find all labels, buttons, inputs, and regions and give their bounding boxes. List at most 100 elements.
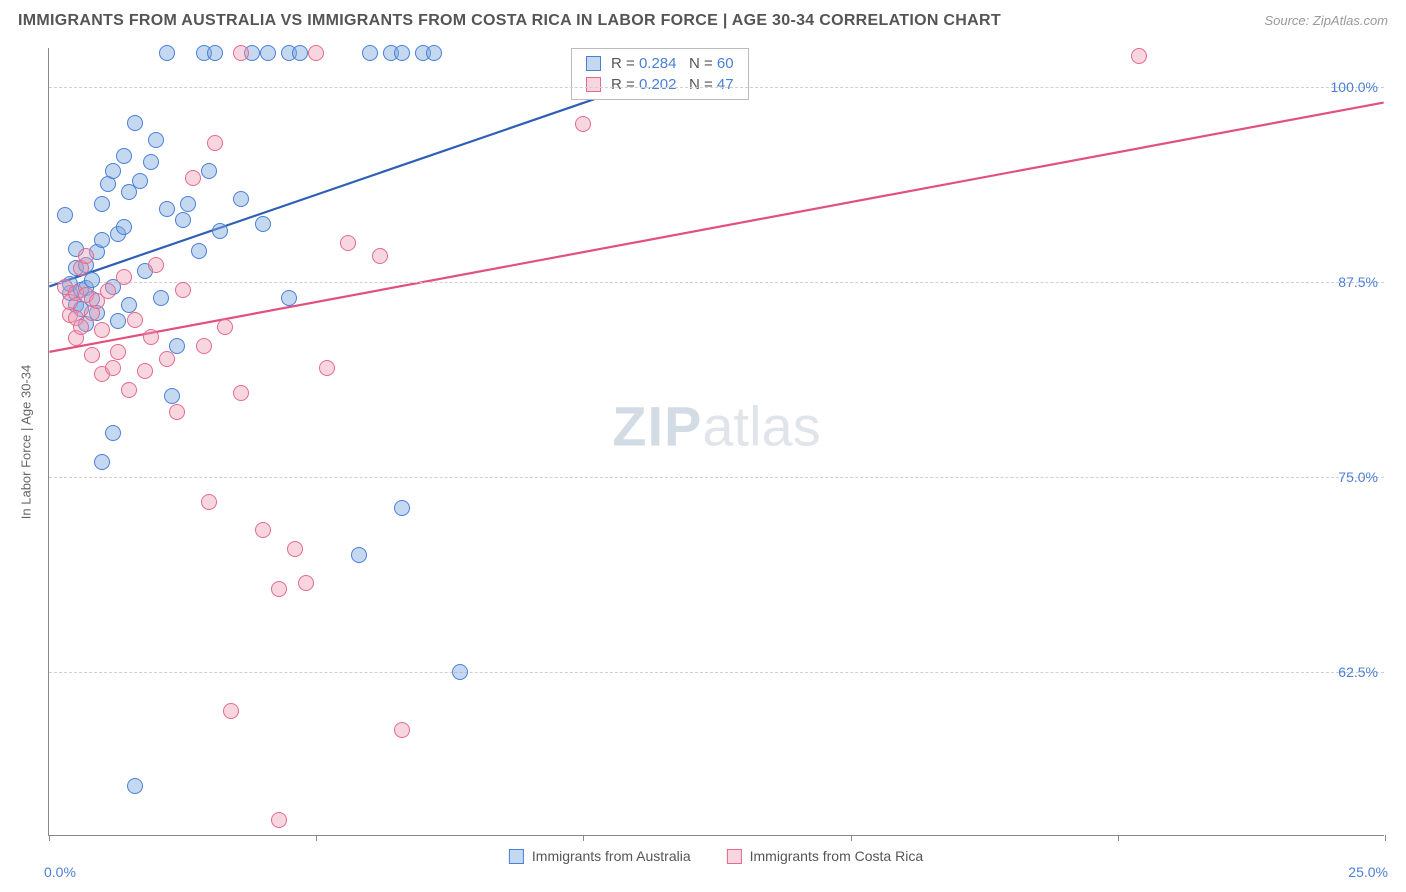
- plot-region: ZIPatlas R = 0.284 N = 60 R = 0.202 N = 4…: [48, 48, 1384, 836]
- data-point: [116, 148, 132, 164]
- data-point: [159, 351, 175, 367]
- data-point: [233, 385, 249, 401]
- data-point: [100, 283, 116, 299]
- data-point: [201, 494, 217, 510]
- source-credit: Source: ZipAtlas.com: [1264, 13, 1388, 28]
- legend-label: Immigrants from Australia: [532, 848, 691, 864]
- data-point: [110, 313, 126, 329]
- data-point: [159, 45, 175, 61]
- x-tick-mark: [1385, 835, 1386, 841]
- legend-item: Immigrants from Australia: [509, 848, 691, 864]
- data-point: [207, 135, 223, 151]
- stats-row: R = 0.202 N = 47: [572, 74, 748, 95]
- data-point: [94, 322, 110, 338]
- data-point: [110, 344, 126, 360]
- data-point: [233, 191, 249, 207]
- data-point: [164, 388, 180, 404]
- data-point: [362, 45, 378, 61]
- x-tick-mark: [49, 835, 50, 841]
- data-point: [169, 404, 185, 420]
- data-point: [116, 219, 132, 235]
- data-point: [575, 116, 591, 132]
- legend-swatch: [727, 849, 742, 864]
- y-tick-label: 100.0%: [1331, 79, 1388, 95]
- data-point: [148, 257, 164, 273]
- data-point: [185, 170, 201, 186]
- series-swatch: [586, 56, 601, 71]
- watermark: ZIPatlas: [612, 393, 820, 458]
- data-point: [73, 319, 89, 335]
- watermark-atlas: atlas: [702, 394, 820, 457]
- data-point: [201, 163, 217, 179]
- x-tick-mark: [851, 835, 852, 841]
- data-point: [143, 329, 159, 345]
- data-point: [94, 232, 110, 248]
- data-point: [159, 201, 175, 217]
- legend-item: Immigrants from Costa Rica: [727, 848, 923, 864]
- trendlines-layer: [49, 48, 1384, 835]
- data-point: [292, 45, 308, 61]
- data-point: [132, 173, 148, 189]
- data-point: [153, 290, 169, 306]
- y-tick-label: 75.0%: [1338, 469, 1388, 485]
- data-point: [1131, 48, 1147, 64]
- gridline: [49, 477, 1384, 478]
- data-point: [281, 290, 297, 306]
- chart-title: IMMIGRANTS FROM AUSTRALIA VS IMMIGRANTS …: [18, 12, 1001, 30]
- data-point: [57, 207, 73, 223]
- data-point: [127, 115, 143, 131]
- legend-label: Immigrants from Costa Rica: [750, 848, 923, 864]
- gridline: [49, 672, 1384, 673]
- data-point: [255, 522, 271, 538]
- data-point: [175, 212, 191, 228]
- legend-swatch: [509, 849, 524, 864]
- data-point: [196, 338, 212, 354]
- data-point: [351, 547, 367, 563]
- data-point: [94, 454, 110, 470]
- data-point: [372, 248, 388, 264]
- data-point: [105, 163, 121, 179]
- x-tick-max: 25.0%: [1348, 864, 1388, 880]
- chart-area: In Labor Force | Age 30-34 ZIPatlas R = …: [48, 48, 1384, 836]
- watermark-zip: ZIP: [612, 394, 702, 457]
- data-point: [394, 45, 410, 61]
- data-point: [105, 425, 121, 441]
- data-point: [287, 541, 303, 557]
- data-point: [207, 45, 223, 61]
- gridline: [49, 87, 1384, 88]
- data-point: [116, 269, 132, 285]
- data-point: [271, 812, 287, 828]
- stats-row: R = 0.284 N = 60: [572, 53, 748, 74]
- data-point: [298, 575, 314, 591]
- data-point: [137, 363, 153, 379]
- legend: Immigrants from Australia Immigrants from…: [509, 848, 923, 864]
- data-point: [148, 132, 164, 148]
- x-tick-mark: [316, 835, 317, 841]
- data-point: [426, 45, 442, 61]
- data-point: [255, 216, 271, 232]
- data-point: [217, 319, 233, 335]
- data-point: [84, 347, 100, 363]
- x-tick-mark: [583, 835, 584, 841]
- trend-line: [49, 103, 1383, 352]
- stats-text: R = 0.202 N = 47: [611, 76, 734, 93]
- data-point: [260, 45, 276, 61]
- gridline: [49, 282, 1384, 283]
- data-point: [340, 235, 356, 251]
- data-point: [127, 778, 143, 794]
- y-tick-label: 87.5%: [1338, 274, 1388, 290]
- data-point: [105, 360, 121, 376]
- data-point: [191, 243, 207, 259]
- data-point: [143, 154, 159, 170]
- stats-box: R = 0.284 N = 60 R = 0.202 N = 47: [571, 48, 749, 100]
- data-point: [121, 382, 137, 398]
- data-point: [233, 45, 249, 61]
- data-point: [212, 223, 228, 239]
- data-point: [127, 312, 143, 328]
- data-point: [271, 581, 287, 597]
- x-tick-mark: [1118, 835, 1119, 841]
- data-point: [180, 196, 196, 212]
- data-point: [319, 360, 335, 376]
- data-point: [394, 722, 410, 738]
- y-axis-label: In Labor Force | Age 30-34: [19, 365, 34, 519]
